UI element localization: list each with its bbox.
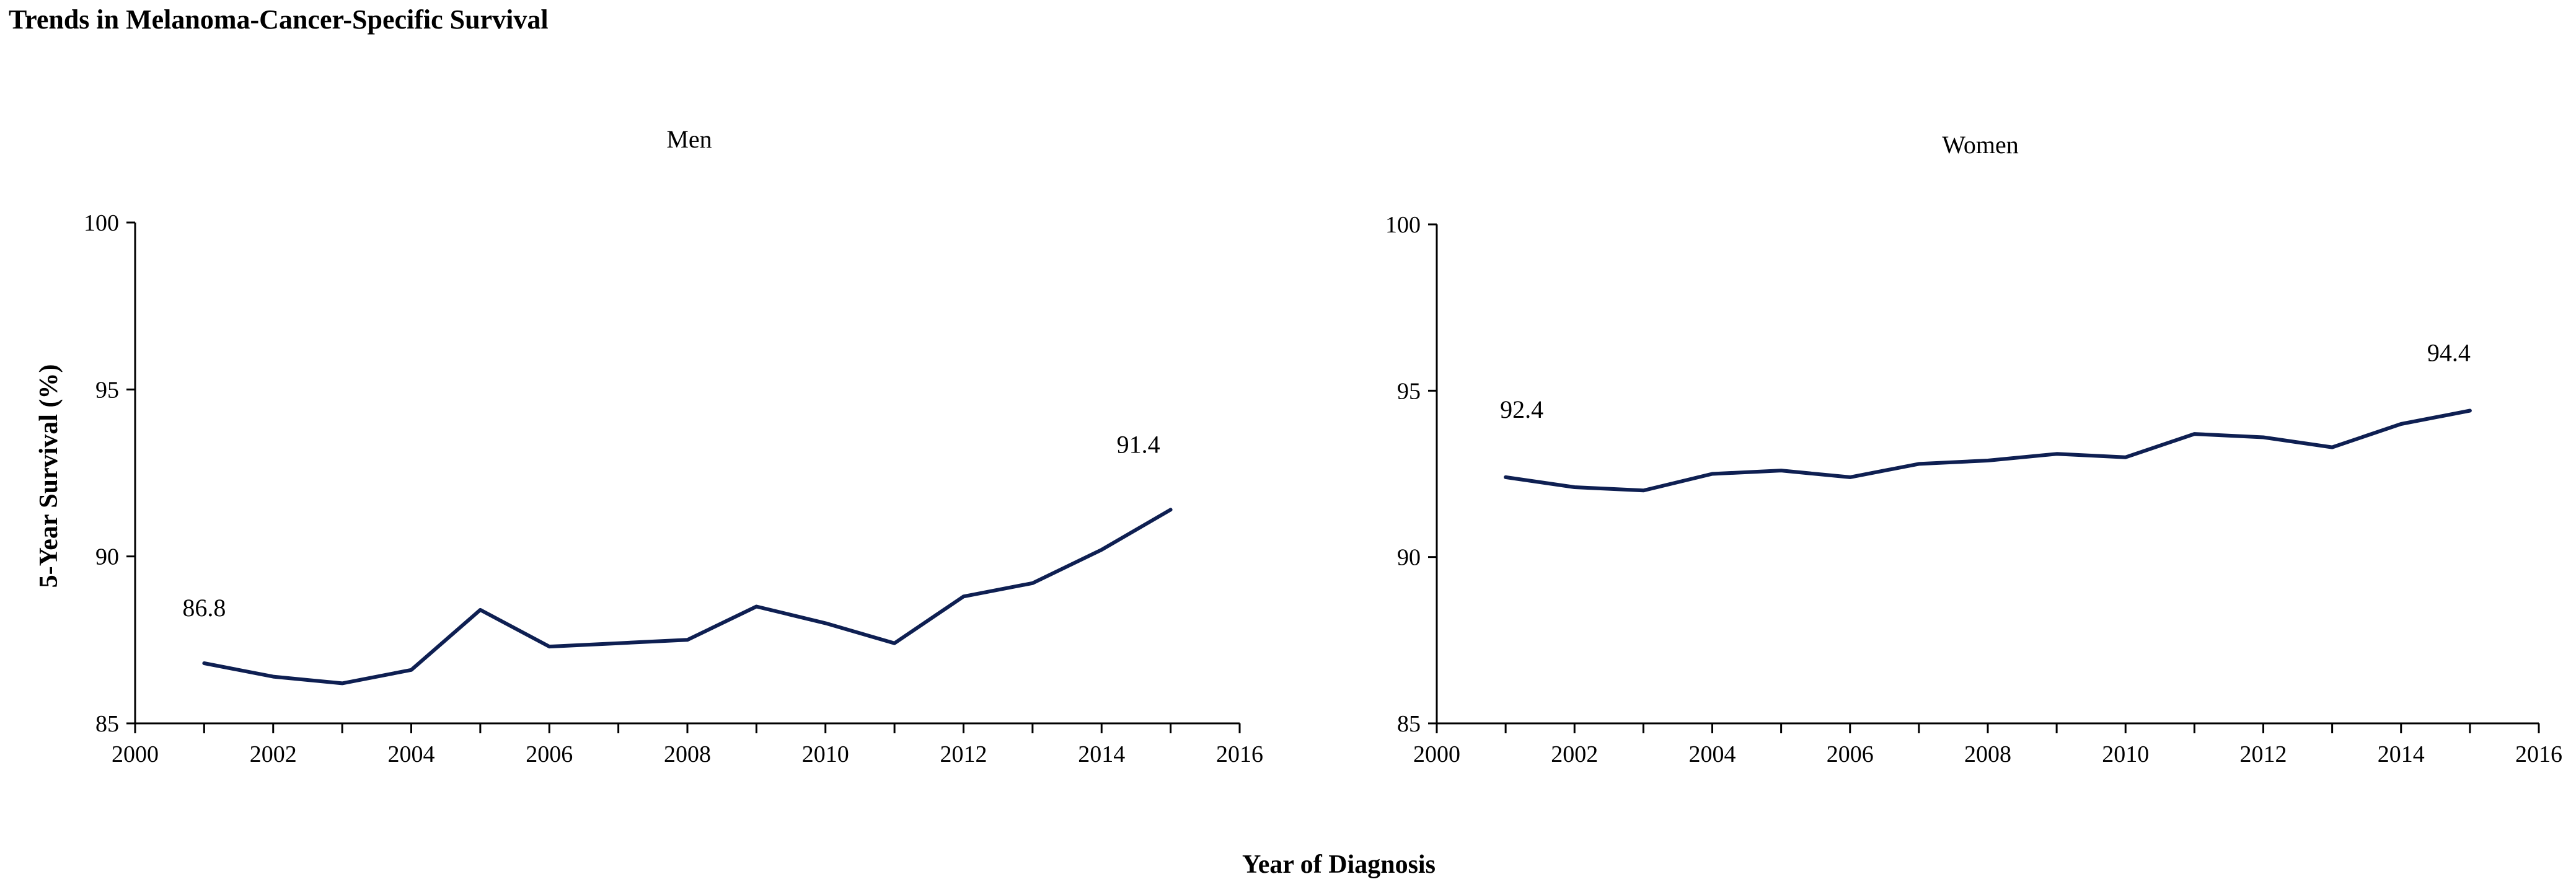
x-tick-label: 2014 [1078, 741, 1125, 767]
data-label-women-last: 94.4 [2427, 339, 2471, 367]
y-axis-label: 5-Year Survival (%) [35, 364, 63, 588]
y-tick-label: 95 [1397, 378, 1421, 404]
y-tick-label: 95 [95, 377, 119, 403]
figure-title: Trends in Melanoma-Cancer-Specific Survi… [9, 4, 549, 35]
x-tick-label: 2008 [664, 741, 711, 767]
data-label-women-first: 92.4 [1500, 395, 1543, 423]
data-label-men-last: 91.4 [1117, 430, 1160, 458]
x-tick-label: 2010 [802, 741, 849, 767]
chart-panel-women: Women 85 90 95 100 2000 2002 2004 2006 2008 2010 20… [1385, 131, 2562, 767]
x-tick-label: 2014 [2378, 741, 2425, 767]
panel-title-men: Men [666, 125, 712, 153]
x-tick-label: 2002 [250, 741, 297, 767]
panel-title-women: Women [1942, 131, 2018, 159]
y-tick-label: 90 [1397, 545, 1421, 571]
y-tick-label: 85 [95, 711, 119, 737]
x-tick-label: 2012 [940, 741, 987, 767]
x-tick-label: 2010 [2102, 741, 2149, 767]
x-tick-label: 2008 [1964, 741, 2011, 767]
x-tick-label: 2012 [2240, 741, 2287, 767]
x-tick-label: 2016 [1216, 741, 1263, 767]
x-tick-label: 2000 [1413, 741, 1460, 767]
series-line-women [1504, 408, 2472, 493]
x-tick-label: 2006 [1827, 741, 1874, 767]
y-tick-label: 100 [1385, 212, 1421, 238]
y-tick-label: 85 [1397, 711, 1421, 737]
x-tick-label: 2004 [1689, 741, 1736, 767]
x-tick-label: 2000 [112, 741, 159, 767]
y-tick-label: 90 [95, 544, 119, 570]
data-label-men-first: 86.8 [182, 594, 226, 622]
chart-panel-men: Men 85 90 95 100 2000 2002 2004 2006 2008 2010 2012… [84, 125, 1263, 767]
y-tick-label: 100 [84, 210, 119, 236]
series-line-men [202, 508, 1173, 686]
x-tick-label: 2006 [526, 741, 573, 767]
x-tick-label: 2002 [1551, 741, 1598, 767]
x-tick-label: 2004 [388, 741, 435, 767]
x-tick-label: 2016 [2515, 741, 2562, 767]
x-axis-label: Year of Diagnosis [1242, 850, 1436, 879]
